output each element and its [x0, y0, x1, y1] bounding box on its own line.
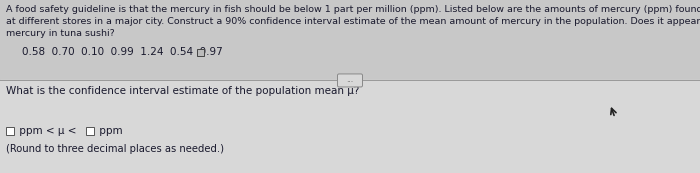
Bar [0, 0, 700, 80]
FancyBboxPatch shape [337, 74, 363, 87]
Text: (Round to three decimal places as needed.): (Round to three decimal places as needed… [6, 144, 224, 154]
Text: What is the confidence interval estimate of the population mean μ?: What is the confidence interval estimate… [6, 86, 359, 96]
Text: ppm < μ <: ppm < μ < [16, 126, 80, 136]
Bar [197, 49, 204, 56]
Bar [86, 127, 94, 135]
Bar [0, 80, 700, 173]
Text: 0.58  0.70  0.10  0.99  1.24  0.54  0.97: 0.58 0.70 0.10 0.99 1.24 0.54 0.97 [22, 47, 223, 57]
Text: A food safety guideline is that the mercury in fish should be below 1 part per m: A food safety guideline is that the merc… [6, 5, 700, 38]
Text: ppm: ppm [96, 126, 122, 136]
Bar [6, 127, 14, 135]
Text: ...: ... [346, 75, 354, 84]
